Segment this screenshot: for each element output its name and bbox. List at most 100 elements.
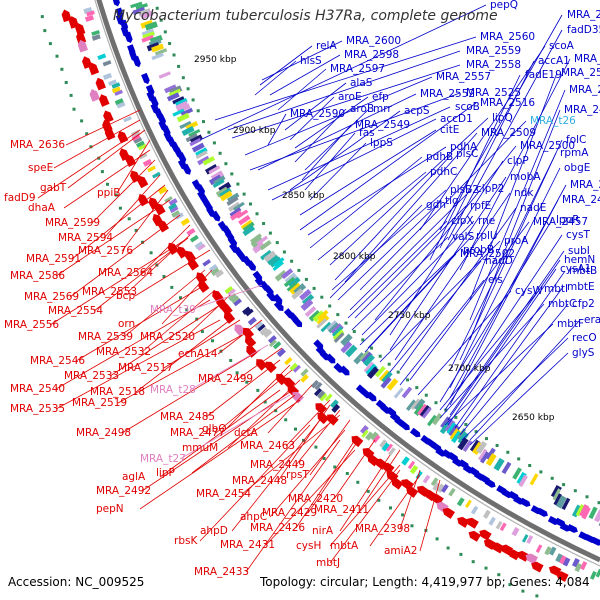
reverse-gene-arrow bbox=[351, 435, 364, 448]
cog-category-bar bbox=[250, 233, 262, 244]
gene-label: MRA_2525 bbox=[466, 87, 521, 99]
gene-label: aglA bbox=[122, 471, 146, 483]
reverse-callout-line bbox=[333, 439, 376, 500]
reverse-callout-line bbox=[103, 174, 161, 239]
cog-category-bar bbox=[324, 393, 333, 402]
gene-label: MRA_2554 bbox=[48, 305, 103, 317]
gene-label: MRA_2517 bbox=[118, 362, 173, 374]
gene-label: citE bbox=[440, 124, 459, 136]
forward-gene-arrow bbox=[111, 0, 120, 7]
cog-category-bar bbox=[151, 52, 164, 61]
cog-category-bar bbox=[171, 210, 181, 218]
gc-skew-mark bbox=[446, 546, 450, 550]
gc-skew-mark bbox=[256, 388, 260, 392]
cog-category-bar bbox=[379, 439, 388, 449]
gene-label: aroB bbox=[350, 103, 374, 115]
reverse-gene-arrow bbox=[391, 478, 404, 490]
cog-category-bar bbox=[164, 196, 173, 203]
gc-skew-mark bbox=[89, 145, 93, 149]
reverse-gene-arrow bbox=[479, 529, 492, 541]
forward-callout-line bbox=[307, 146, 447, 236]
reverse-callout-line bbox=[55, 199, 171, 277]
reverse-callout-line bbox=[135, 319, 231, 393]
reverse-callout-line bbox=[285, 399, 331, 447]
gc-skew-mark bbox=[535, 594, 539, 598]
forward-gene-arrow bbox=[246, 260, 257, 271]
cog-category-bar bbox=[102, 72, 113, 81]
reverse-callout-line bbox=[91, 159, 156, 224]
cog-category-bar bbox=[300, 298, 314, 311]
gc-content-mark bbox=[196, 109, 200, 113]
gene-label: ppiB bbox=[97, 187, 120, 199]
cog-category-bar bbox=[130, 1, 143, 9]
cog-category-bar bbox=[289, 282, 302, 295]
cog-category-bar bbox=[561, 497, 571, 510]
gene-label: lppS bbox=[370, 137, 393, 149]
cog-category-bar bbox=[281, 268, 294, 280]
forward-callout-line bbox=[214, 36, 477, 121]
cog-category-bar bbox=[189, 234, 199, 243]
cog-category-bar bbox=[168, 198, 178, 206]
gene-label: rbsK bbox=[174, 535, 198, 547]
cog-category-bar bbox=[213, 175, 226, 185]
forward-callout-line bbox=[439, 303, 545, 419]
cog-category-bar bbox=[91, 34, 101, 41]
gene-label: clpP2 bbox=[476, 183, 504, 195]
reverse-gene-arrow bbox=[256, 359, 268, 371]
cog-category-bar bbox=[544, 546, 552, 556]
gene-label: valS bbox=[452, 231, 475, 243]
gc-content-mark bbox=[242, 192, 246, 196]
reverse-callout-line bbox=[116, 139, 151, 194]
cog-category-bar bbox=[236, 209, 249, 219]
gene-label: eis bbox=[488, 274, 503, 286]
cog-category-bar bbox=[410, 398, 421, 411]
reverse-gene-arrow bbox=[117, 130, 129, 144]
cog-category-bar bbox=[256, 235, 269, 246]
gc-content-mark bbox=[378, 354, 382, 358]
gc-content-mark bbox=[506, 450, 510, 454]
gc-skew-mark bbox=[60, 67, 64, 71]
gc-skew-mark bbox=[134, 228, 138, 232]
reverse-callout-line bbox=[139, 399, 301, 510]
gene-label: MRA_2498 bbox=[76, 427, 131, 439]
gene-label: obgE bbox=[564, 162, 590, 174]
gc-skew-mark bbox=[141, 240, 144, 244]
cog-category-bar bbox=[385, 443, 394, 452]
cog-category-bar bbox=[228, 201, 241, 212]
gene-label: MRA_2558 bbox=[466, 59, 521, 71]
cog-category-bar bbox=[86, 10, 95, 17]
reverse-callout-line bbox=[141, 289, 216, 353]
cog-category-bar bbox=[102, 60, 112, 67]
forward-callout-line bbox=[461, 337, 569, 441]
cog-category-bar bbox=[359, 349, 370, 362]
cog-category-bar bbox=[444, 419, 456, 433]
gc-content-mark bbox=[464, 423, 468, 426]
reverse-gene-arrow bbox=[137, 175, 149, 189]
gc-content-mark bbox=[495, 444, 499, 447]
forward-callout-line bbox=[399, 279, 485, 386]
cog-category-bar bbox=[116, 101, 126, 109]
gc-content-mark bbox=[424, 393, 428, 397]
gene-label: MRA_2429 bbox=[262, 507, 317, 519]
forward-callout-line bbox=[337, 200, 442, 301]
gc-content-mark bbox=[454, 415, 458, 419]
reverse-gene-arrow bbox=[327, 414, 339, 426]
gene-label: scoA bbox=[549, 40, 575, 52]
forward-callout-line bbox=[361, 220, 475, 336]
gene-label: MRA_2420 bbox=[288, 493, 343, 505]
gene-label: orn bbox=[118, 318, 135, 330]
reverse-gene-arrow bbox=[516, 550, 530, 562]
forward-callout-line bbox=[309, 156, 423, 249]
trna-callout-line bbox=[189, 284, 263, 311]
gc-content-mark bbox=[517, 457, 521, 461]
forward-gene-arrow bbox=[409, 427, 421, 438]
cog-category-bar bbox=[370, 431, 379, 441]
cog-category-bar bbox=[140, 19, 154, 29]
cog-category-bar bbox=[575, 504, 585, 517]
gene-label: mmuM bbox=[182, 442, 218, 454]
gc-content-mark bbox=[585, 495, 589, 499]
gene-label: MRA_2503 bbox=[569, 84, 600, 96]
cog-category-bar bbox=[361, 351, 373, 364]
gene-label: cysA1 bbox=[560, 263, 591, 275]
